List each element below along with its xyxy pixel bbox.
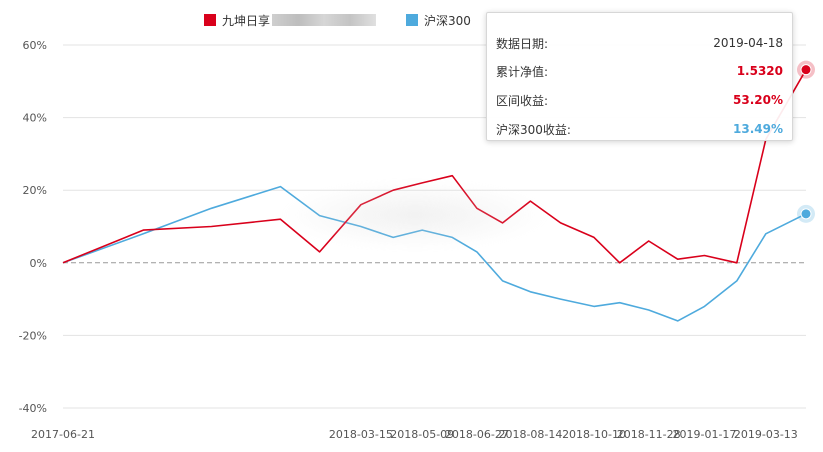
y-tick-label: -40% — [19, 402, 47, 415]
x-tick-label: 2018-08-14 — [498, 428, 562, 441]
tooltip-range-label: 区间收益: — [496, 93, 549, 108]
watermark — [280, 180, 550, 250]
tooltip-date-value: 2019-04-18 — [713, 36, 783, 50]
x-tick-label: 2018-03-15 — [329, 428, 393, 441]
legend-label-series1: 九坤日享 — [222, 13, 271, 28]
tooltip-row-hs300: 沪深300收益: 13.49% — [496, 119, 783, 139]
tooltip-range-value: 53.20% — [733, 93, 783, 107]
tooltip: 数据日期: 2019-04-18 累计净值: 1.5320 区间收益: 53.2… — [486, 12, 793, 141]
legend-swatch-series1 — [204, 14, 216, 26]
legend-label-series2: 沪深300 — [424, 13, 471, 28]
y-tick-label: 20% — [23, 184, 47, 197]
legend-item-series2[interactable]: 沪深300 — [406, 12, 471, 29]
y-tick-label: -20% — [19, 329, 47, 342]
y-tick-label: 60% — [23, 39, 47, 52]
end-marker — [800, 208, 812, 220]
x-tick-label: 2018-05-09 — [390, 428, 454, 441]
end-markers — [797, 60, 815, 223]
series-line-jiukun — [62, 69, 807, 264]
tooltip-nav-value: 1.5320 — [736, 64, 783, 78]
x-tick-label: 2018-06-27 — [445, 428, 509, 441]
y-axis: 60% 40% 20% 0% -20% -40% — [19, 39, 47, 415]
x-axis: 2017-06-21 2018-03-152018-05-092018-06-27… — [31, 428, 798, 441]
legend: 九坤日享 沪深300 — [204, 10, 501, 30]
x-tick-label: 2019-01-17 — [673, 428, 737, 441]
tooltip-row-nav: 累计净值: 1.5320 — [496, 61, 783, 81]
x-tick-label: 2019-03-13 — [734, 428, 798, 441]
y-tick-label: 40% — [23, 112, 47, 125]
end-marker — [800, 64, 812, 76]
tooltip-hs-label: 沪深300收益: — [496, 122, 571, 137]
legend-swatch-series2 — [406, 14, 419, 26]
x-tick-label: 2017-06-21 — [31, 428, 95, 441]
tooltip-row-range: 区间收益: 53.20% — [496, 90, 783, 110]
legend-item-series1[interactable]: 九坤日享 — [204, 12, 377, 29]
series-line-hs300 — [62, 185, 807, 322]
tooltip-date-label: 数据日期: — [496, 36, 549, 51]
tooltip-hs-value: 13.49% — [733, 122, 783, 136]
series-lines — [62, 69, 807, 322]
redacted-text — [272, 14, 377, 26]
x-tick-label: 2018-11-28 — [617, 428, 681, 441]
x-tick-label: 2018-10-10 — [562, 428, 626, 441]
tooltip-nav-label: 累计净值: — [496, 64, 549, 79]
y-tick-label: 0% — [30, 257, 47, 270]
tooltip-row-date: 数据日期: 2019-04-18 — [496, 33, 783, 53]
